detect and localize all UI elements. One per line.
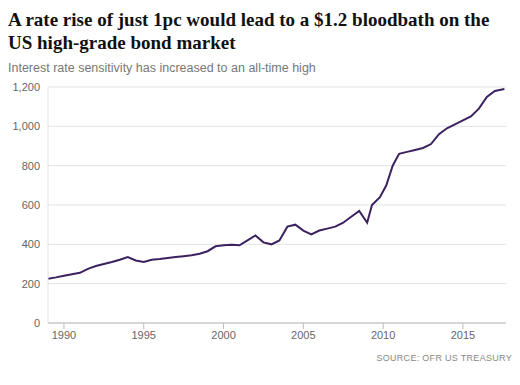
- html-text:SOURCE: OFR US TREASURY: SOURCE: OFR US TREASURY: [376, 353, 512, 363]
- svg-text:600: 600: [22, 199, 40, 211]
- svg-text:2015: 2015: [451, 329, 475, 341]
- svg-text:1995: 1995: [132, 329, 156, 341]
- svg-text:0: 0: [34, 317, 40, 329]
- html-text:Interest rate sensitivity has: Interest rate sensitivity has increased …: [8, 61, 316, 75]
- svg-text:2005: 2005: [291, 329, 315, 341]
- svg-text:1990: 1990: [52, 329, 76, 341]
- svg-text:400: 400: [22, 238, 40, 250]
- svg-text:2000: 2000: [211, 329, 235, 341]
- svg-text:1,000: 1,000: [12, 120, 40, 132]
- html-text:A rate rise of just 1pc would: A rate rise of just 1pc would lead to a …: [8, 9, 490, 53]
- svg-text:2010: 2010: [371, 329, 395, 341]
- svg-text:200: 200: [22, 278, 40, 290]
- svg-text:800: 800: [22, 160, 40, 172]
- svg-text:1,200: 1,200: [12, 81, 40, 93]
